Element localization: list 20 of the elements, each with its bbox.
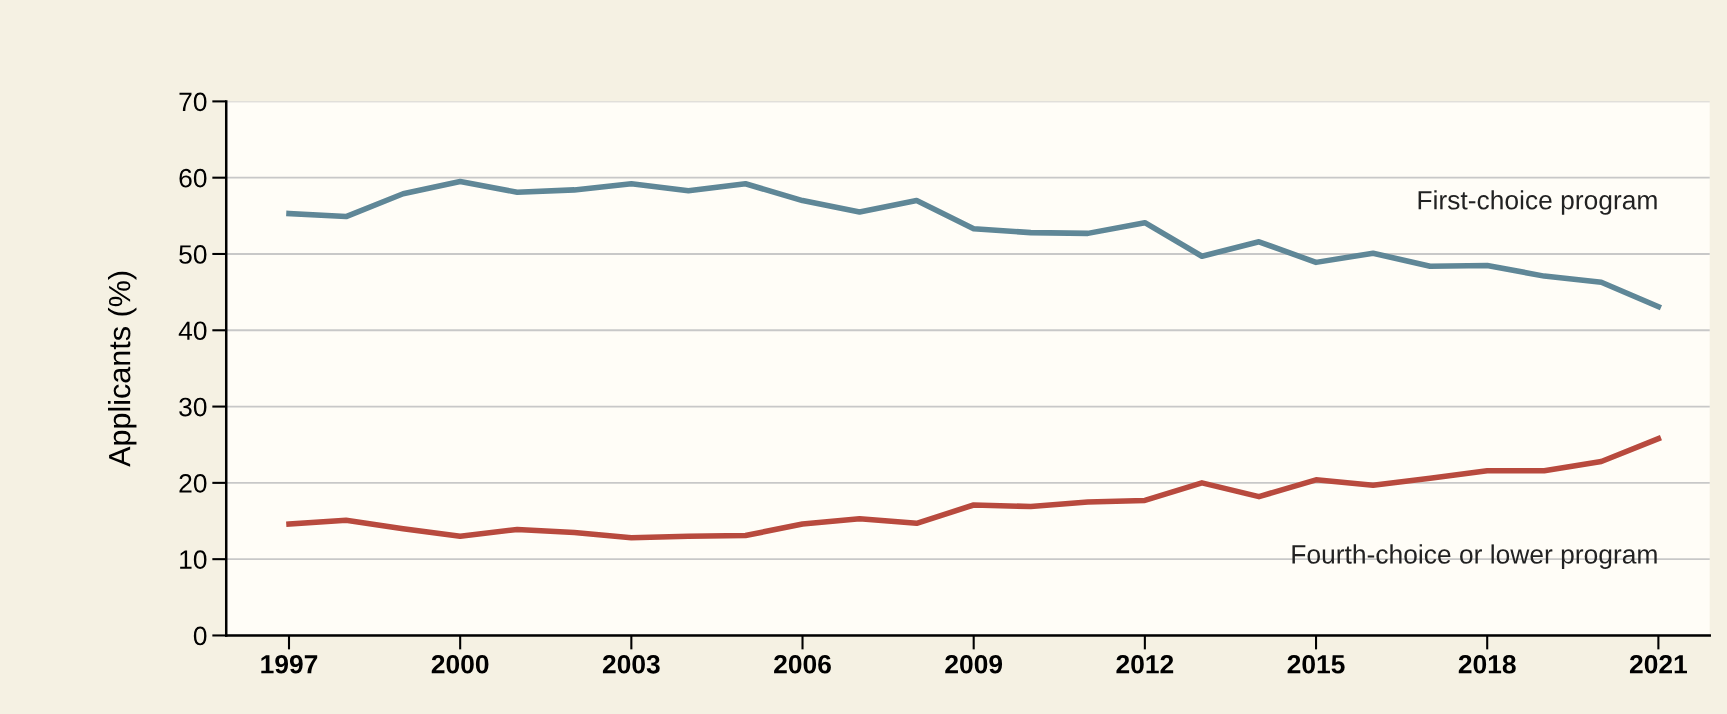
x-tick-label: 2012 [1116,654,1174,674]
x-tick-label: 2021 [1629,654,1687,674]
x-tick-label: 2000 [431,654,489,674]
x-tick-label: 2018 [1458,654,1516,674]
x-tick-label: 2006 [774,654,831,674]
x-tick-label: 1997 [261,654,318,674]
y-tick-label: 30 [179,397,207,417]
y-tick-label: 40 [178,321,207,341]
y-tick-label: 50 [179,245,207,264]
series-label: First-choice program [1418,190,1657,215]
text: Fourth-choice or lower program [1292,544,1657,569]
x-tick-label: 2003 [602,654,660,674]
x-tick-label: 2009 [945,654,1003,674]
y-tick-label: 60 [179,168,207,188]
y-tick-label: 70 [179,92,207,112]
x-tick-label: 2015 [1287,654,1345,674]
y-tick-label: 20 [179,474,207,493]
y-tick-label: 0 [193,626,207,646]
y-tick-label: 10 [180,550,207,569]
y-axis-title: Applicants (%) [107,271,137,467]
